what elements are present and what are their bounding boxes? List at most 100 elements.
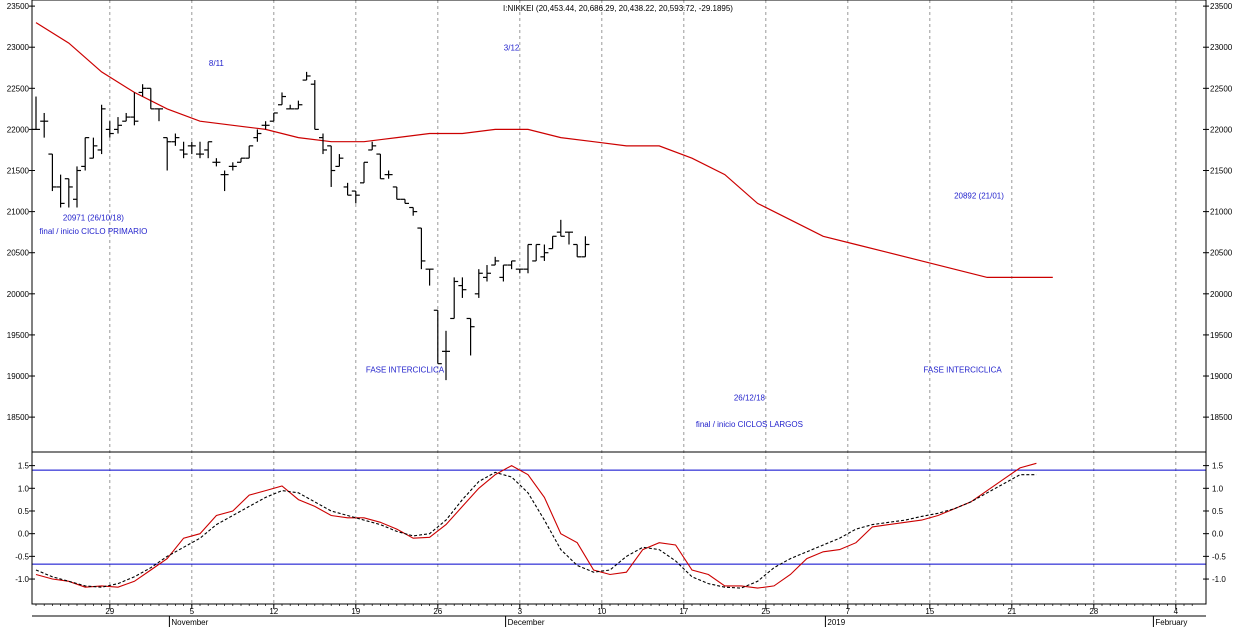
- ohlc-bar: [212, 158, 221, 167]
- month-label: February: [1155, 618, 1187, 627]
- oscillator-fast-line: [35, 462, 1037, 589]
- ohlc-bar: [89, 137, 98, 159]
- ohlc-bar: [220, 170, 229, 192]
- ohlc-bar: [433, 309, 442, 365]
- x-tick-label: 7: [846, 607, 851, 616]
- ohlc-bar: [138, 84, 147, 97]
- ohlc-bar: [286, 104, 295, 110]
- ohlc-bar: [507, 260, 516, 270]
- osc-y-label: 1.5: [1212, 462, 1224, 471]
- ohlc-bar: [458, 277, 467, 298]
- month-label: December: [508, 618, 545, 627]
- x-tick-label: 21: [1007, 607, 1016, 616]
- ohlc-bar: [474, 269, 483, 298]
- annotation-label: FASE INTERCICLICA: [366, 366, 445, 375]
- ohlc-bar: [97, 104, 106, 155]
- osc-y-label: 1.0: [18, 484, 30, 493]
- price-y-label: 23500: [7, 2, 30, 11]
- ohlc-bar: [278, 92, 286, 106]
- price-y-label: 23000: [7, 43, 30, 52]
- price-y-label: 22000: [1210, 125, 1233, 134]
- ohlc-bars: [32, 71, 590, 381]
- x-tick-label: 29: [105, 607, 114, 616]
- annotation-label: 20971 (26/10/18): [63, 214, 124, 223]
- panel-frames: [31, 0, 1207, 617]
- price-y-label: 18500: [1210, 413, 1233, 422]
- price-y-label: 23500: [1210, 2, 1233, 11]
- ohlc-bar: [73, 166, 81, 208]
- ohlc-bar: [64, 178, 73, 208]
- ohlc-bar: [556, 219, 565, 237]
- x-axis-labels: 29 5 12 19 26 3 10 17 25 7 15 21 28 4 November December…: [35, 604, 1193, 627]
- ohlc-bar: [524, 243, 532, 274]
- ohlc-bar: [450, 277, 459, 320]
- ohlc-bar: [573, 243, 582, 258]
- annotations: 20971 (26/10/18) final / inicio CICLO PRI…: [39, 43, 1004, 428]
- ohlc-bar: [532, 243, 541, 262]
- ohlc-bar: [442, 330, 450, 381]
- moving-average: [35, 22, 1053, 278]
- ohlc-bar: [171, 133, 180, 146]
- month-label: 2019: [827, 618, 845, 627]
- price-y-label: 19500: [1210, 331, 1233, 340]
- annotation-label: final / inicio CICLO PRIMARIO: [39, 227, 147, 236]
- price-y-label: 20000: [1210, 290, 1233, 299]
- price-y-label: 20000: [7, 290, 30, 299]
- ohlc-bar: [204, 141, 213, 159]
- osc-y-label: -1.0: [15, 575, 29, 584]
- x-tick-label: 5: [190, 607, 195, 616]
- ohlc-bar: [253, 129, 262, 142]
- ohlc-bar: [351, 190, 360, 204]
- ohlc-bar: [360, 161, 368, 184]
- oscillator-levels: [32, 469, 1206, 565]
- ohlc-bar: [155, 108, 163, 122]
- annotation-label: 8/11: [209, 59, 225, 68]
- x-tick-label: 15: [925, 607, 934, 616]
- x-tick-label: 4: [1174, 607, 1179, 616]
- ohlc-bar: [515, 268, 524, 274]
- osc-y-label: 0.0: [1212, 530, 1224, 539]
- osc-y-label: 1.5: [18, 462, 30, 471]
- price-y-label: 21000: [7, 208, 30, 217]
- ohlc-bar: [122, 112, 131, 122]
- ohlc-bar: [105, 121, 114, 138]
- ohlc-bar: [466, 317, 475, 356]
- ohlc-bar: [548, 235, 557, 250]
- ohlc-bar: [302, 71, 311, 81]
- ohlc-bar: [40, 112, 49, 138]
- x-tick-label: 19: [351, 607, 360, 616]
- price-y-label: 22000: [7, 125, 30, 134]
- annotation-label: FASE INTERCICLICA: [923, 366, 1002, 375]
- ohlc-bar: [81, 137, 90, 171]
- x-tick-label: 26: [433, 607, 442, 616]
- osc-y-label: -0.5: [15, 552, 29, 561]
- ohlc-bar: [56, 174, 65, 208]
- ohlc-bar: [581, 236, 590, 258]
- grid-lines: [109, 0, 1177, 604]
- ohlc-bar: [499, 264, 508, 282]
- ohlc-bar: [401, 198, 409, 204]
- x-tick-label: 3: [518, 607, 523, 616]
- ohlc-bar: [187, 141, 196, 155]
- oscillator-panel-frame: [31, 451, 1207, 605]
- month-label: November: [171, 618, 208, 627]
- x-tick-label: 17: [679, 607, 688, 616]
- ohlc-bar: [384, 170, 393, 179]
- ohlc-bar: [327, 145, 336, 187]
- price-y-label: 19000: [7, 372, 30, 381]
- ohlc-bar: [146, 87, 155, 110]
- ohlc-bar: [130, 92, 139, 126]
- ohlc-bar: [294, 100, 303, 110]
- ohlc-bar: [261, 121, 270, 130]
- ohlc-bar: [368, 141, 377, 151]
- annotation-label: 3/12: [504, 43, 520, 52]
- ohlc-bar: [237, 157, 245, 163]
- annotation-label: final / inicio CICLOS LARGOS: [696, 420, 803, 429]
- ohlc-bar: [565, 231, 573, 245]
- ohlc-bar: [310, 80, 319, 131]
- ohlc-bar: [540, 244, 549, 261]
- moving-average-line: [35, 22, 1053, 278]
- ohlc-bar: [48, 153, 57, 192]
- osc-y-label: 1.0: [1212, 484, 1224, 493]
